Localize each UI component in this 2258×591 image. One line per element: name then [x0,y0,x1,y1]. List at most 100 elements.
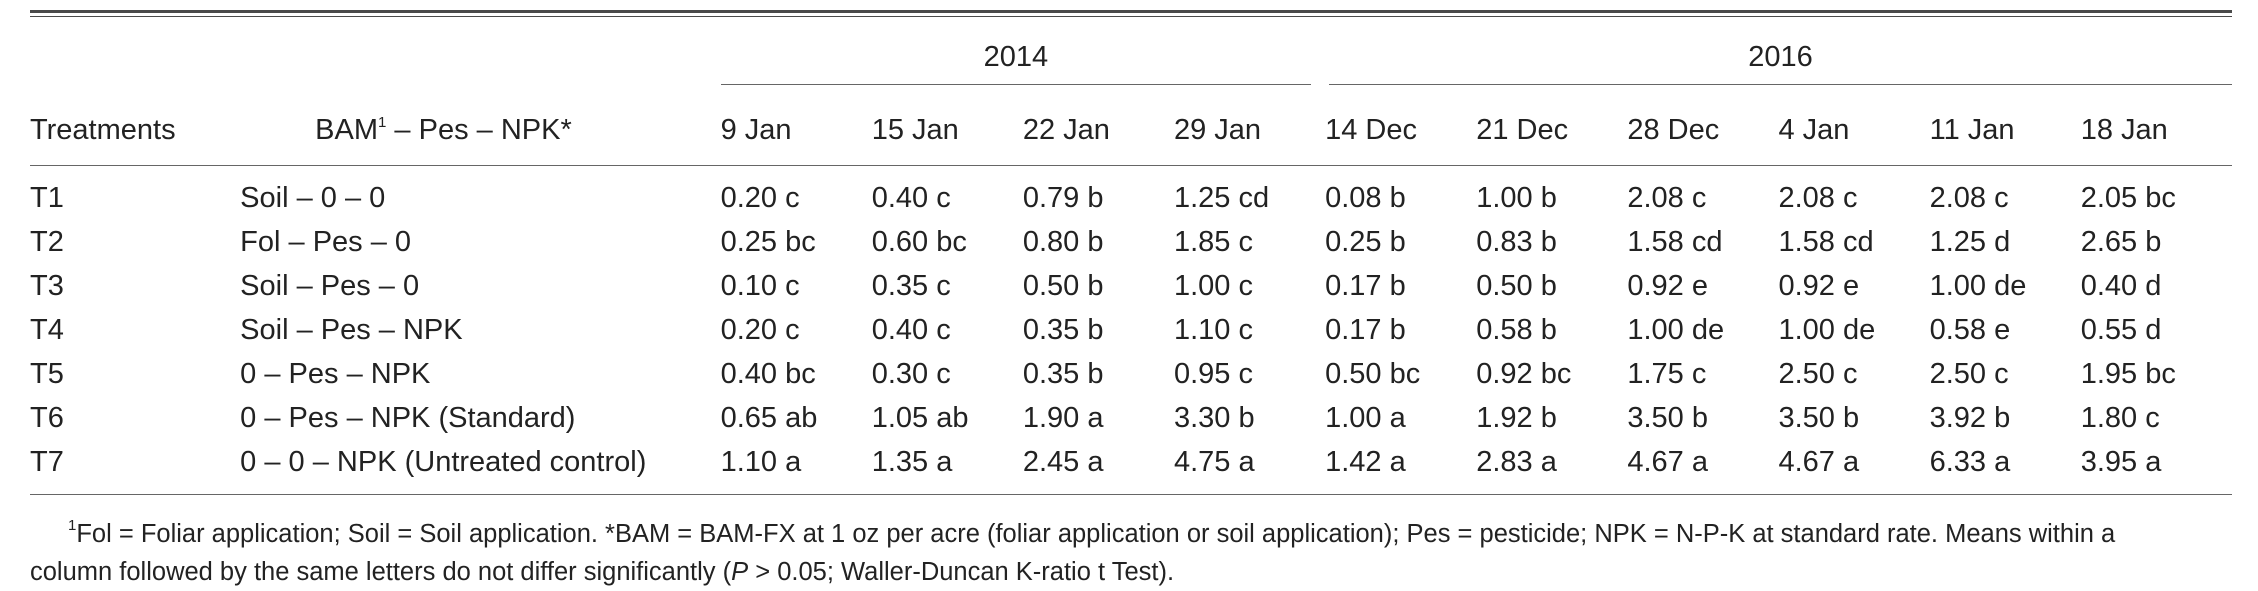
year-header-row: 2014 2016 [30,17,2232,95]
results-table: 2014 2016 Treatments BAM1 – Pes – NPK* 9… [30,17,2232,495]
value-cell: 1.85 c [1173,225,1253,258]
value-cell: 2.08 c [1929,181,2009,214]
value-cell: 0.83 b [1476,225,1557,258]
table-container: 2014 2016 Treatments BAM1 – Pes – NPK* 9… [30,10,2232,591]
value-cell: 0.92 e [1627,269,1708,302]
value-cell: 0.92 bc [1476,357,1572,390]
treatment-cell: T1 [30,181,64,214]
combination-cell: Soil – 0 – 0 [240,181,386,214]
value-cell: 2.08 c [1627,181,1707,214]
combination-cell: 0 – 0 – NPK (Untreated control) [240,445,647,478]
date-header: 11 Jan [1929,95,2081,166]
value-cell: 1.05 ab [871,401,969,434]
value-cell: 1.42 a [1325,445,1406,478]
value-cell: 1.95 bc [2080,357,2176,390]
combination-cell: 0 – Pes – NPK [240,357,431,390]
value-cell: 0.30 c [871,357,951,390]
footnote-text-1: Fol = Foliar application; Soil = Soil ap… [76,520,2116,548]
bottom-rule [30,494,2232,495]
table-body: T1 Soil – 0 – 0 0.20 c 0.40 c 0.79 b 1.25 cd 0… [30,166,2232,495]
value-cell: 1.00 b [1476,181,1557,214]
combination-cell: Soil – Pes – 0 [240,269,420,302]
value-cell: 0.55 d [2080,313,2162,346]
combination-cell: Fol – Pes – 0 [240,225,412,258]
table-row: T1 Soil – 0 – 0 0.20 c 0.40 c 0.79 b 1.25 cd 0… [30,166,2232,221]
table-row: T6 0 – Pes – NPK (Standard) 0.65 ab 1.05 ab… [30,396,2232,440]
value-cell: 0.50 bc [1325,357,1421,390]
value-cell: 0.65 ab [720,401,818,434]
year-spacer [30,17,721,95]
value-cell: 0.40 bc [720,357,816,390]
value-cell: 0.20 c [720,313,800,346]
table-row: T3 Soil – Pes – 0 0.10 c 0.35 c 0.50 b 1.00 c… [30,264,2232,308]
value-cell: 0.35 b [1022,313,1104,346]
combination-cell: 0 – Pes – NPK (Standard) [240,401,576,434]
treatment-cell: T2 [30,225,64,258]
year-header-2014: 2014 [720,17,1326,95]
date-header: 21 Dec [1476,95,1628,166]
date-header: 18 Jan [2080,95,2232,166]
value-cell: 1.25 cd [1173,181,1270,214]
value-cell: 1.58 cd [1778,225,1874,258]
table-row: T5 0 – Pes – NPK 0.40 bc 0.30 c 0.35 b 0.95 c… [30,352,2232,396]
value-cell: 1.00 de [1627,313,1725,346]
value-cell: 1.58 cd [1627,225,1723,258]
footnote-line-2: column followed by the same letters do n… [30,558,1175,586]
value-cell: 6.33 a [1929,445,2011,478]
treatments-header: Treatments [30,95,241,166]
date-header: 28 Dec [1627,95,1779,166]
value-cell: 0.40 c [871,313,951,346]
footnote-marker: 1 [378,113,387,131]
value-cell: 1.35 a [871,445,953,478]
value-cell: 1.90 a [1022,401,1104,434]
treatment-cell: T5 [30,357,64,390]
table-row: T2 Fol – Pes – 0 0.25 bc 0.60 bc 0.80 b 1.85 … [30,220,2232,264]
value-cell: 4.67 a [1778,445,1860,478]
value-cell: 0.25 bc [720,225,816,258]
value-cell: 1.25 d [1929,225,2011,258]
date-header: 4 Jan [1778,95,1930,166]
treatment-cell: T7 [30,445,64,478]
column-header-row: Treatments BAM1 – Pes – NPK* 9 Jan 15 Ja… [30,95,2232,166]
value-cell: 0.08 b [1325,181,1406,214]
value-cell: 0.17 b [1325,269,1406,302]
value-cell: 2.83 a [1476,445,1557,478]
top-double-rule [30,10,2232,17]
value-cell: 0.80 b [1022,225,1104,258]
value-cell: 0.35 c [871,269,951,302]
year-header-2016: 2016 [1325,17,2232,95]
footnote-marker: 1 [68,517,77,534]
year-label: 2014 [720,41,1312,85]
value-cell: 2.65 b [2080,225,2162,258]
p-symbol: P [731,558,749,586]
value-cell: 4.67 a [1627,445,1708,478]
value-cell: 0.79 b [1022,181,1104,214]
value-cell: 0.95 c [1173,357,1253,390]
date-header: 29 Jan [1173,95,1326,166]
value-cell: 1.92 b [1476,401,1557,434]
value-cell: 2.50 c [1778,357,1858,390]
treatment-cell: T6 [30,401,64,434]
value-cell: 0.10 c [720,269,800,302]
value-cell: 0.35 b [1022,357,1104,390]
value-cell: 2.08 c [1778,181,1858,214]
combination-cell: Soil – Pes – NPK [240,313,463,346]
value-cell: 0.17 b [1325,313,1406,346]
table-footnote: 1Fol = Foliar application; Soil = Soil a… [30,515,2232,591]
year-label: 2016 [1329,41,2232,85]
value-cell: 2.50 c [1929,357,2009,390]
value-cell: 3.95 a [2080,445,2162,478]
value-cell: 0.58 e [1929,313,2011,346]
value-cell: 1.10 a [720,445,802,478]
table-row: T7 0 – 0 – NPK (Untreated control) 1.10 a 1… [30,440,2232,495]
value-cell: 3.92 b [1929,401,2011,434]
date-header: 22 Jan [1022,95,1174,166]
value-cell: 3.30 b [1173,401,1255,434]
value-cell: 2.45 a [1022,445,1104,478]
value-cell: 0.50 b [1022,269,1104,302]
value-cell: 1.00 de [1778,313,1876,346]
value-cell: 1.00 c [1173,269,1253,302]
value-cell: 1.00 de [1929,269,2027,302]
value-cell: 3.50 b [1778,401,1860,434]
value-cell: 1.10 c [1173,313,1253,346]
